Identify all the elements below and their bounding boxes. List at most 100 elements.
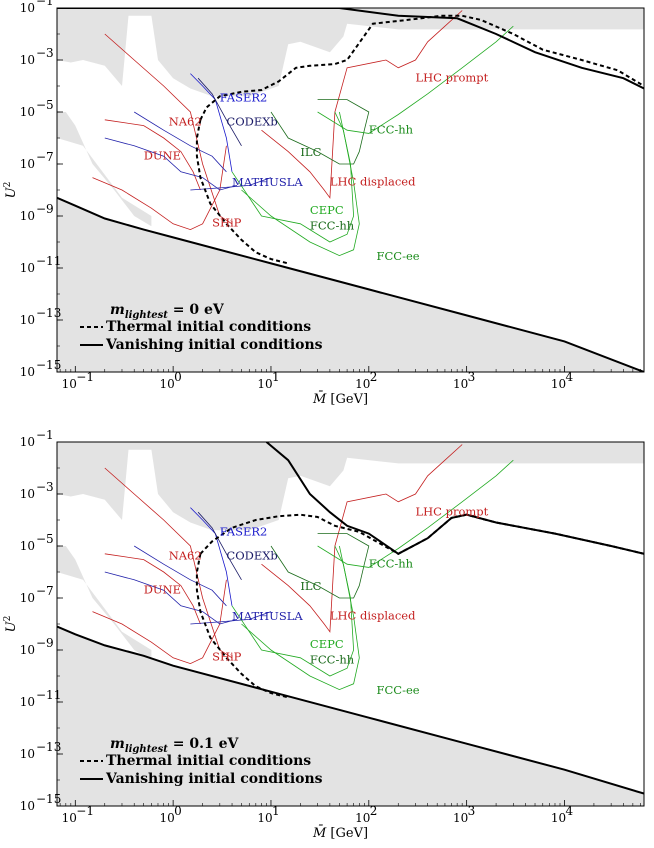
- y-tick-label: 10: [20, 799, 35, 813]
- legend-entry: Thermal initial conditions: [106, 753, 311, 769]
- sensitivity-curve: [197, 77, 242, 147]
- curve-label: DUNE: [144, 582, 181, 596]
- y-tick-label: 10: [20, 643, 35, 657]
- curve-label: MATHUSLA: [232, 175, 303, 189]
- x-tick-label: 10: [551, 377, 566, 391]
- sensitivity-curve: [92, 145, 227, 231]
- legend-entry: Vanishing initial conditions: [105, 771, 323, 787]
- x-tick-exponent: 4: [565, 804, 573, 818]
- y-tick-exponent: −5: [36, 532, 54, 546]
- x-tick-label: 10: [355, 811, 370, 825]
- y-tick-label: 10: [20, 365, 35, 379]
- y-tick-label: 10: [20, 591, 35, 605]
- curve-label: FCC-ee: [377, 683, 420, 697]
- curve-label: FCC-ee: [377, 249, 420, 263]
- panel-annotation: mlightest = 0 eV: [110, 302, 225, 321]
- curve-label: LHC displaced: [330, 608, 416, 622]
- sensitivity-curve: [104, 137, 238, 191]
- sensitivity-curve: [231, 111, 355, 243]
- x-tick-label: 10: [453, 811, 468, 825]
- y-tick-exponent: −1: [36, 0, 54, 8]
- curve-label: CEPC: [310, 637, 344, 651]
- curve-label: ILC: [300, 579, 321, 593]
- x-tick-label: 10: [453, 377, 468, 391]
- y-tick-exponent: −7: [36, 584, 54, 598]
- x-tick-exponent: 0: [174, 804, 182, 818]
- x-tick-label: 10: [159, 811, 174, 825]
- excluded-region-direct: [57, 442, 644, 531]
- curve-label: LHC prompt: [416, 504, 489, 518]
- plot-area: FASER2 NA62 CODEXb DUNE MATHUSLA ILC LHC displ…: [57, 8, 644, 372]
- curve-label: SHiP: [212, 215, 242, 229]
- sensitivity-curve: [317, 25, 514, 134]
- curve-label: LHC displaced: [330, 174, 416, 188]
- x-tick-label: 10: [62, 377, 77, 391]
- curve-label: CEPC: [310, 203, 344, 217]
- curve-label: FASER2: [220, 91, 268, 105]
- y-tick-label: 10: [20, 539, 35, 553]
- series-vanishing-upper-line: [265, 442, 644, 555]
- y-tick-label: 10: [20, 435, 35, 449]
- y-tick-exponent: −15: [36, 358, 61, 372]
- curve-label: NA62: [169, 549, 202, 563]
- panel-annotation: mlightest = 0.1 eV: [110, 736, 240, 755]
- curve-label: FCC-hh: [310, 219, 355, 233]
- sensitivity-curve: [133, 545, 227, 607]
- sensitivity-curve: [231, 545, 355, 677]
- x-tick-exponent: 1: [272, 804, 280, 818]
- curve-label: FCC-hh: [369, 122, 414, 136]
- x-tick-label: 10: [257, 811, 272, 825]
- x-tick-label: 10: [551, 811, 566, 825]
- y-tick-label: 10: [20, 747, 35, 761]
- sensitivity-curve: [261, 444, 463, 633]
- series-vanishing-upper-line: [57, 8, 644, 90]
- x-tick-label: 10: [159, 377, 174, 391]
- sensitivity-curve: [241, 545, 360, 691]
- series-thermal-line: [199, 513, 644, 555]
- curve-label: CODEXb: [226, 115, 277, 129]
- sensitivity-curve: [241, 111, 360, 257]
- x-tick-exponent: −1: [76, 804, 94, 818]
- excluded-region-left: [57, 112, 152, 227]
- series-thermal-line: [199, 14, 644, 121]
- y-tick-exponent: −1: [36, 428, 54, 442]
- x-axis-label: M̄ [GeV]: [312, 825, 368, 841]
- y-tick-label: 10: [20, 695, 35, 709]
- y-tick-exponent: −13: [36, 740, 61, 754]
- sensitivity-curve: [104, 119, 201, 191]
- plot-area: FASER2 NA62 CODEXb DUNE MATHUSLA ILC LHC displ…: [57, 442, 644, 806]
- x-tick-exponent: 2: [370, 370, 378, 384]
- y-tick-exponent: −5: [36, 98, 54, 112]
- y-tick-exponent: −3: [36, 46, 54, 60]
- x-tick-exponent: 3: [468, 370, 476, 384]
- y-tick-label: 10: [20, 157, 35, 171]
- x-tick-exponent: 2: [370, 804, 378, 818]
- y-tick-exponent: −11: [36, 688, 61, 702]
- sensitivity-curve: [270, 99, 370, 165]
- y-tick-label: 10: [20, 53, 35, 67]
- sensitivity-curve: [133, 111, 227, 173]
- curve-label: ILC: [300, 145, 321, 159]
- y-axis-label: U2: [3, 182, 19, 199]
- y-tick-label: 10: [20, 105, 35, 119]
- curve-label: FCC-hh: [310, 653, 355, 667]
- excluded-region-direct: [57, 8, 644, 97]
- y-axis-label: U2: [3, 616, 19, 633]
- x-tick-exponent: 1: [272, 370, 280, 384]
- legend-entry: Vanishing initial conditions: [105, 337, 323, 353]
- x-axis-label: M̄ [GeV]: [312, 391, 368, 407]
- y-tick-exponent: −9: [36, 202, 54, 216]
- curve-label: SHiP: [212, 649, 242, 663]
- y-tick-exponent: −9: [36, 636, 54, 650]
- panel-2: FASER2 NA62 CODEXb DUNE MATHUSLA ILC LHC displ…: [3, 428, 645, 841]
- legend-entry: Thermal initial conditions: [106, 319, 311, 335]
- series-vanishing-line: [57, 625, 644, 795]
- curve-label: LHC prompt: [416, 70, 489, 84]
- curve-label: FCC-hh: [369, 556, 414, 570]
- curve-label: NA62: [169, 115, 202, 129]
- y-tick-label: 10: [20, 1, 35, 15]
- y-tick-exponent: −13: [36, 306, 61, 320]
- sensitivity-curve: [261, 10, 463, 199]
- curve-label: DUNE: [144, 148, 181, 162]
